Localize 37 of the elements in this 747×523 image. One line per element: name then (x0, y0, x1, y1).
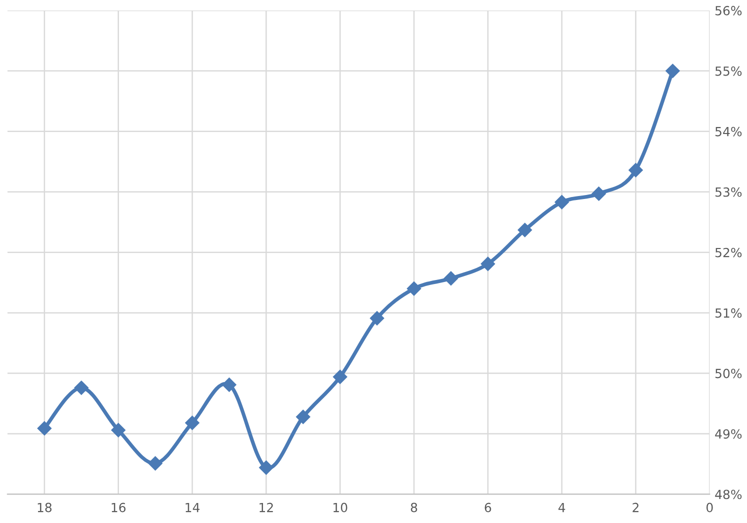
y-tick-label: 54% (715, 126, 742, 136)
point (74, 380, 88, 395)
x-tick-label: 12 (260, 502, 273, 512)
point (444, 271, 458, 286)
y-tick-label: 50% (715, 368, 742, 378)
point (222, 378, 236, 392)
point (628, 163, 643, 178)
x-tick-label: 2 (632, 502, 638, 512)
point (554, 195, 569, 210)
y-tick-label: 52% (715, 248, 742, 258)
x-tick-label: 8 (410, 502, 418, 512)
point (406, 282, 422, 296)
point (296, 410, 310, 424)
point (259, 460, 274, 475)
x-tick-label: 16 (112, 502, 126, 512)
y-tick-label: 48% (715, 490, 742, 500)
x-tick-label: 0 (706, 502, 713, 512)
point (480, 256, 495, 271)
y-tick-label: 51% (715, 308, 742, 318)
x-tick-label: 10 (334, 502, 348, 512)
x-tick-label: 4 (558, 502, 566, 512)
point (148, 456, 162, 470)
point (37, 421, 52, 436)
point (333, 370, 348, 384)
x-tick-label: 14 (186, 502, 200, 512)
point (666, 64, 680, 78)
point (518, 222, 532, 238)
point (111, 423, 126, 438)
x-tick-label: 6 (484, 502, 492, 512)
point (592, 186, 606, 201)
point (370, 311, 384, 326)
y-tick-label: 53% (715, 187, 742, 197)
y-tick-label: 55% (715, 66, 742, 76)
y-tick-label: 49% (715, 429, 742, 439)
y-tick-label: 56% (715, 6, 742, 16)
point (185, 416, 200, 430)
x-tick-label: 18 (38, 502, 52, 512)
